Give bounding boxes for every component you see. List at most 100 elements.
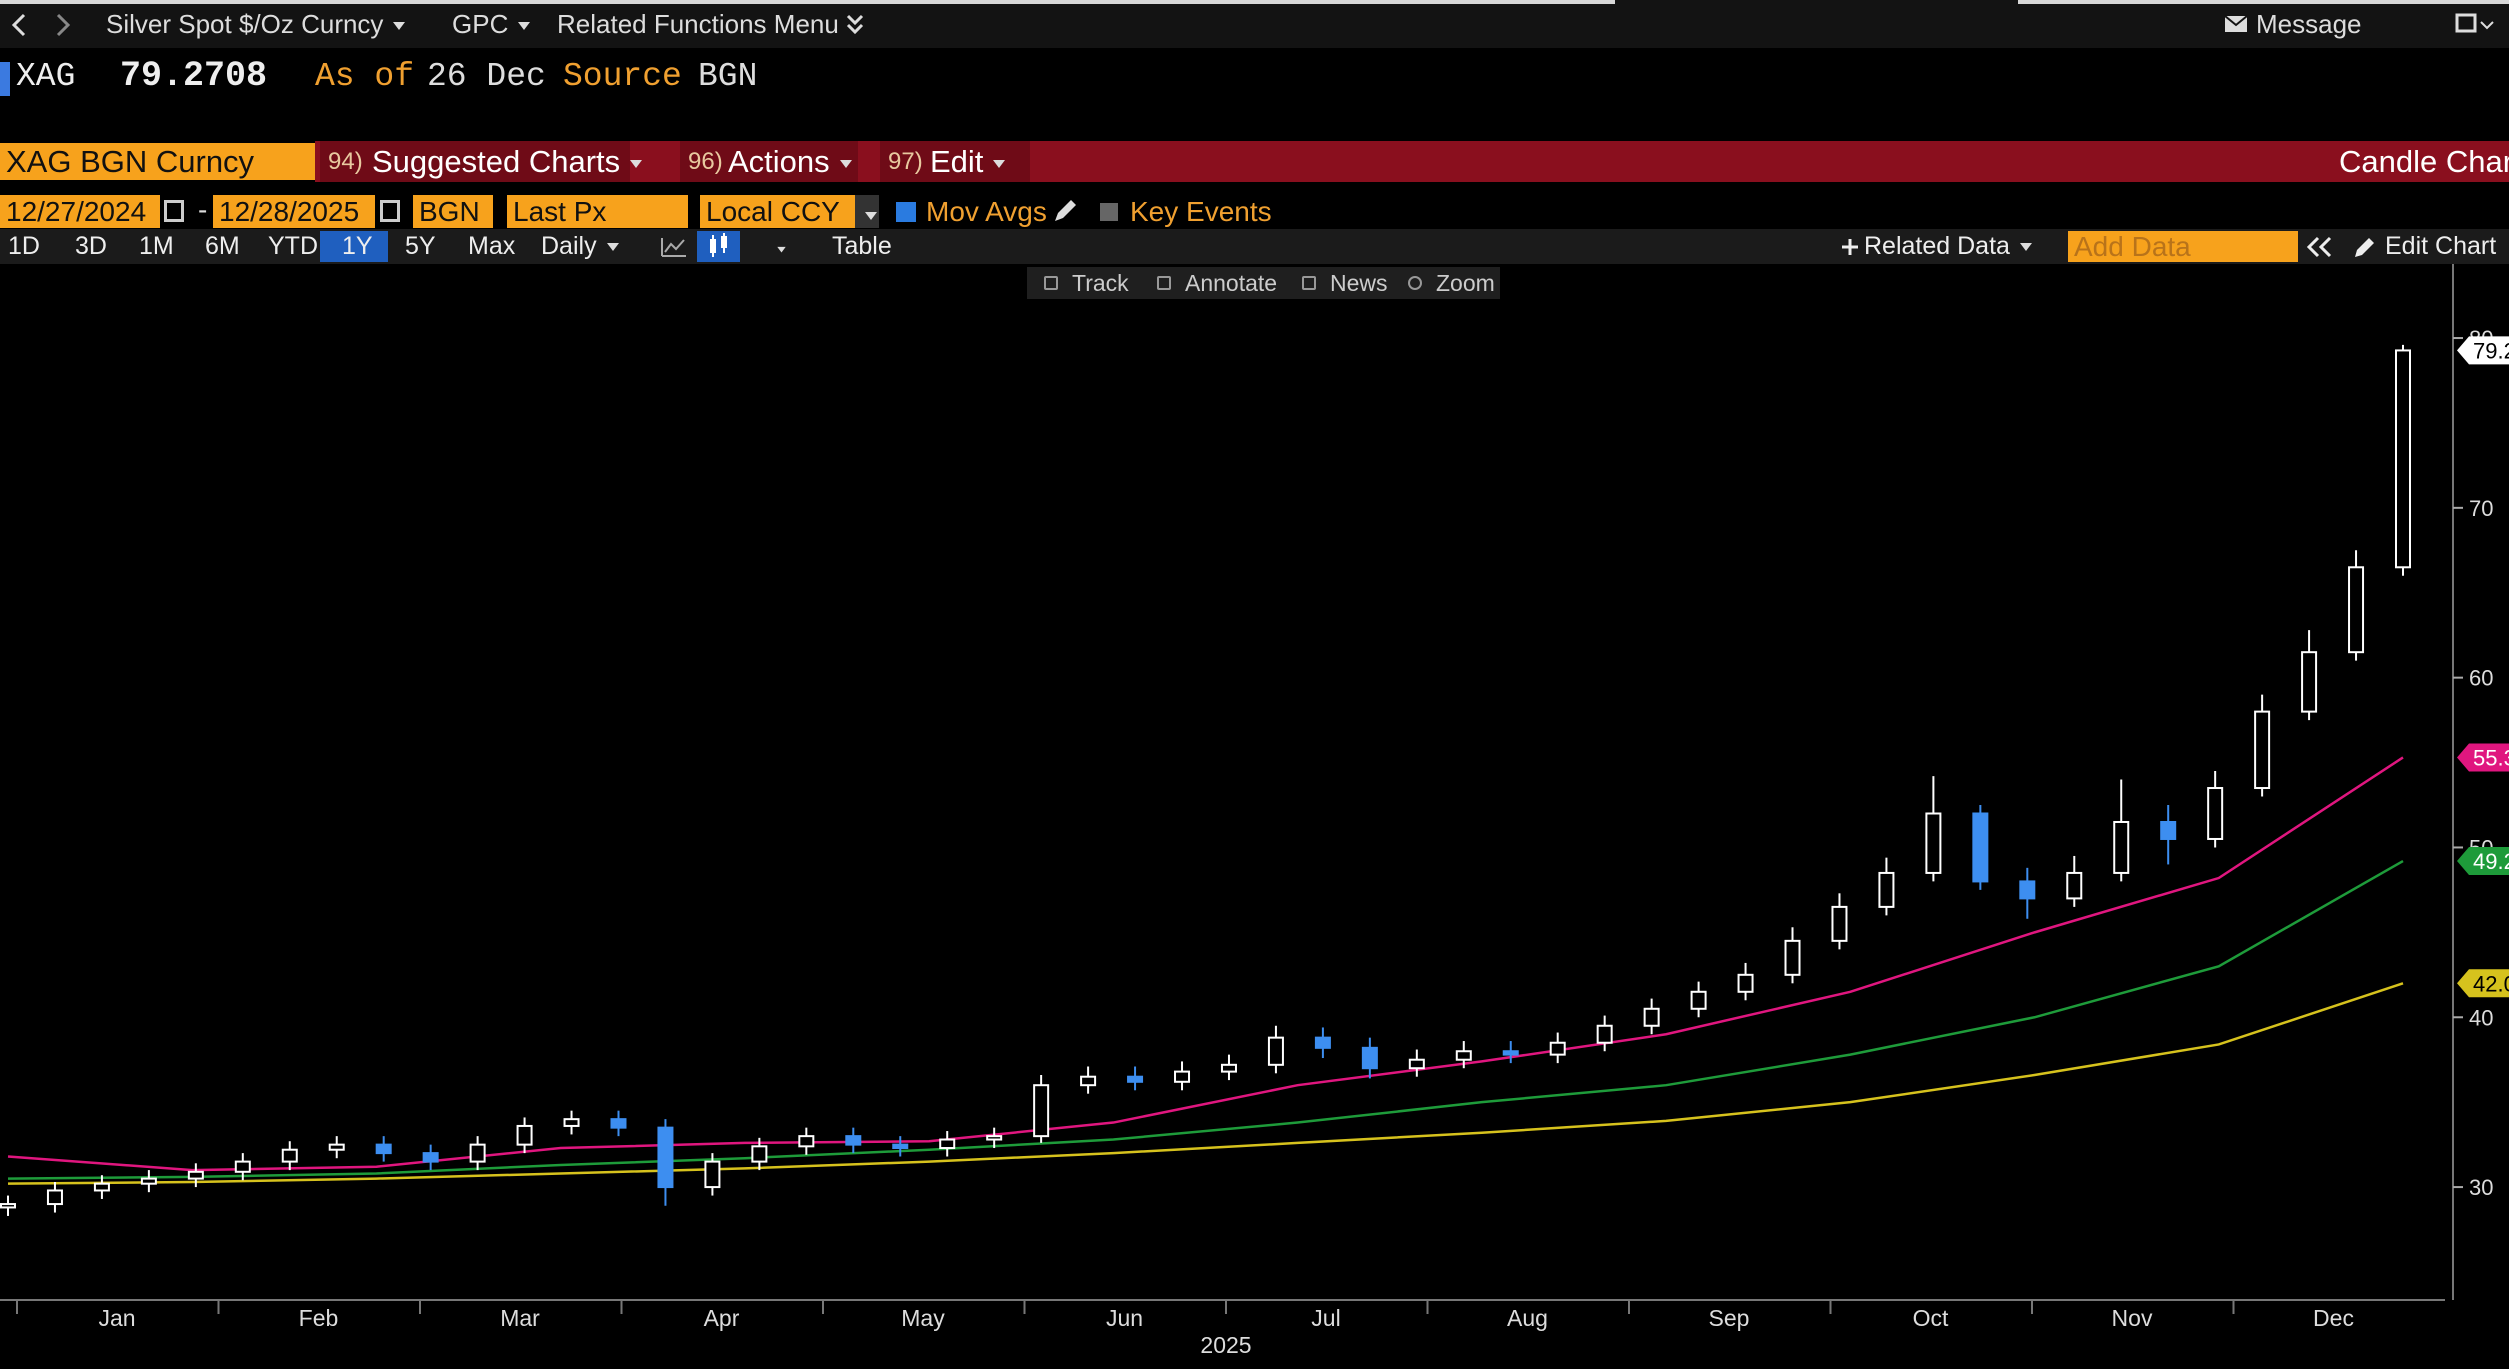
field-input[interactable]: Last Px xyxy=(507,195,688,228)
menu-bar xyxy=(315,141,2509,182)
candle-body xyxy=(986,1135,1003,1141)
candle-icon[interactable] xyxy=(697,231,740,262)
menu-label: Edit xyxy=(930,141,1005,182)
security-input[interactable]: XAG BGN Curncy xyxy=(0,143,315,180)
candle-body xyxy=(2395,349,2411,569)
candle-body xyxy=(2207,787,2224,840)
nav-arrows[interactable] xyxy=(8,12,78,38)
line-chart-icon[interactable] xyxy=(660,236,688,258)
table[interactable]: Table xyxy=(832,232,892,260)
candle-body xyxy=(2113,820,2130,874)
as-of: 26 Dec xyxy=(427,58,546,95)
candle-body xyxy=(1455,1050,1472,1061)
candle-body xyxy=(1080,1075,1097,1087)
ticker: XAG xyxy=(16,58,76,95)
x-tick-label: Feb xyxy=(299,1305,339,1331)
period-button[interactable]: 5Y xyxy=(405,232,436,260)
candle-body xyxy=(2019,880,2036,900)
price-tag xyxy=(2457,847,2509,876)
candle-body xyxy=(1502,1050,1519,1056)
period-button[interactable]: 3D xyxy=(75,232,107,260)
candle-body xyxy=(1784,939,1801,976)
y-tick-label: 60 xyxy=(2469,666,2493,691)
end-date[interactable]: 12/28/2025 xyxy=(213,195,375,228)
tool-button[interactable]: News xyxy=(1330,270,1388,296)
year-label: 2025 xyxy=(1200,1332,1251,1358)
period-button[interactable]: Max xyxy=(468,232,516,260)
security-menu[interactable]: Silver Spot $/Oz Curncy xyxy=(106,0,405,48)
source-label: Source xyxy=(563,58,682,95)
candle-body xyxy=(516,1124,533,1146)
currency-input[interactable]: Local CCY xyxy=(700,195,855,228)
tool-icon xyxy=(1408,276,1422,290)
candle-body xyxy=(751,1145,768,1163)
candle-body xyxy=(281,1148,298,1163)
mov-avgs-checkbox[interactable] xyxy=(896,202,916,222)
period-button[interactable]: 6M xyxy=(205,232,240,260)
mov-avgs[interactable]: Mov Avgs xyxy=(926,196,1047,227)
candle-body xyxy=(1361,1046,1378,1070)
candle-body xyxy=(563,1118,580,1127)
source-menu[interactable]: GPC xyxy=(452,0,530,48)
candle-body xyxy=(1033,1084,1050,1138)
period-button[interactable]: 1Y xyxy=(342,232,373,260)
candle-body xyxy=(375,1143,392,1155)
candle-body xyxy=(704,1160,721,1189)
key-events-checkbox[interactable] xyxy=(1100,203,1118,221)
candle-body xyxy=(469,1143,486,1163)
price-tag-label: 79.2 xyxy=(2473,338,2509,363)
candle-body xyxy=(46,1189,63,1206)
menu-number: 94) xyxy=(328,148,363,175)
x-tick-label: Oct xyxy=(1913,1305,1949,1331)
tool-icon xyxy=(1044,276,1058,290)
plus-icon xyxy=(1842,239,1858,255)
functions-menu[interactable]: Related Functions Menu xyxy=(557,9,839,39)
candle-body xyxy=(1174,1070,1191,1083)
source-input[interactable]: BGN xyxy=(413,195,493,228)
candle-body xyxy=(0,1203,16,1209)
collapse-icon[interactable] xyxy=(2306,236,2334,258)
y-tick-label: 30 xyxy=(2469,1175,2493,1200)
candle-body xyxy=(1267,1036,1284,1066)
candle-body xyxy=(1127,1075,1144,1083)
candle-body xyxy=(798,1135,815,1148)
period-button[interactable]: YTD xyxy=(268,232,318,260)
candle-body xyxy=(939,1138,956,1150)
currency-dropdown[interactable] xyxy=(855,195,879,228)
source: BGN xyxy=(698,58,758,95)
x-tick-label: Sep xyxy=(1709,1305,1750,1331)
menu-number: 96) xyxy=(688,148,723,175)
period-button[interactable]: 1D xyxy=(8,232,40,260)
calendar-icon[interactable] xyxy=(380,200,400,222)
message[interactable]: Message xyxy=(2256,9,2362,39)
tool-button[interactable]: Zoom xyxy=(1436,270,1495,296)
candle-body xyxy=(1972,812,1989,883)
candle-body xyxy=(1596,1024,1613,1044)
frequency[interactable]: Daily xyxy=(541,229,619,264)
menu-label: Actions xyxy=(728,141,852,182)
period-button[interactable]: 1M xyxy=(139,232,174,260)
candle-body xyxy=(1408,1058,1425,1070)
start-date[interactable]: 12/27/2024 xyxy=(0,195,160,228)
key-events[interactable]: Key Events xyxy=(1130,196,1272,227)
pencil-icon[interactable] xyxy=(1052,198,1078,224)
edit-chart[interactable]: Edit Chart xyxy=(2385,232,2497,260)
price-tag-label: 49.2 xyxy=(2473,849,2509,874)
candle-body xyxy=(657,1126,674,1189)
tool-button[interactable]: Annotate xyxy=(1185,270,1278,296)
x-tick-label: Jun xyxy=(1106,1305,1143,1331)
chart-type-dropdown[interactable] xyxy=(770,234,785,259)
moving-average xyxy=(7,756,2404,1172)
calendar-icon[interactable] xyxy=(164,200,184,222)
price-tag xyxy=(2457,336,2509,365)
chart-name: Candle Char xyxy=(2339,144,2509,179)
tool-button[interactable]: Track xyxy=(1072,270,1129,296)
period-selected[interactable] xyxy=(320,231,388,262)
window-icon[interactable] xyxy=(2455,12,2495,36)
related-data[interactable]: Related Data xyxy=(1864,229,2032,264)
add-data[interactable]: Add Data xyxy=(2068,231,2298,262)
candle-body xyxy=(1690,990,1707,1010)
price-tag-label: 42.0 xyxy=(2473,971,2509,996)
menu-number: 97) xyxy=(888,148,923,175)
